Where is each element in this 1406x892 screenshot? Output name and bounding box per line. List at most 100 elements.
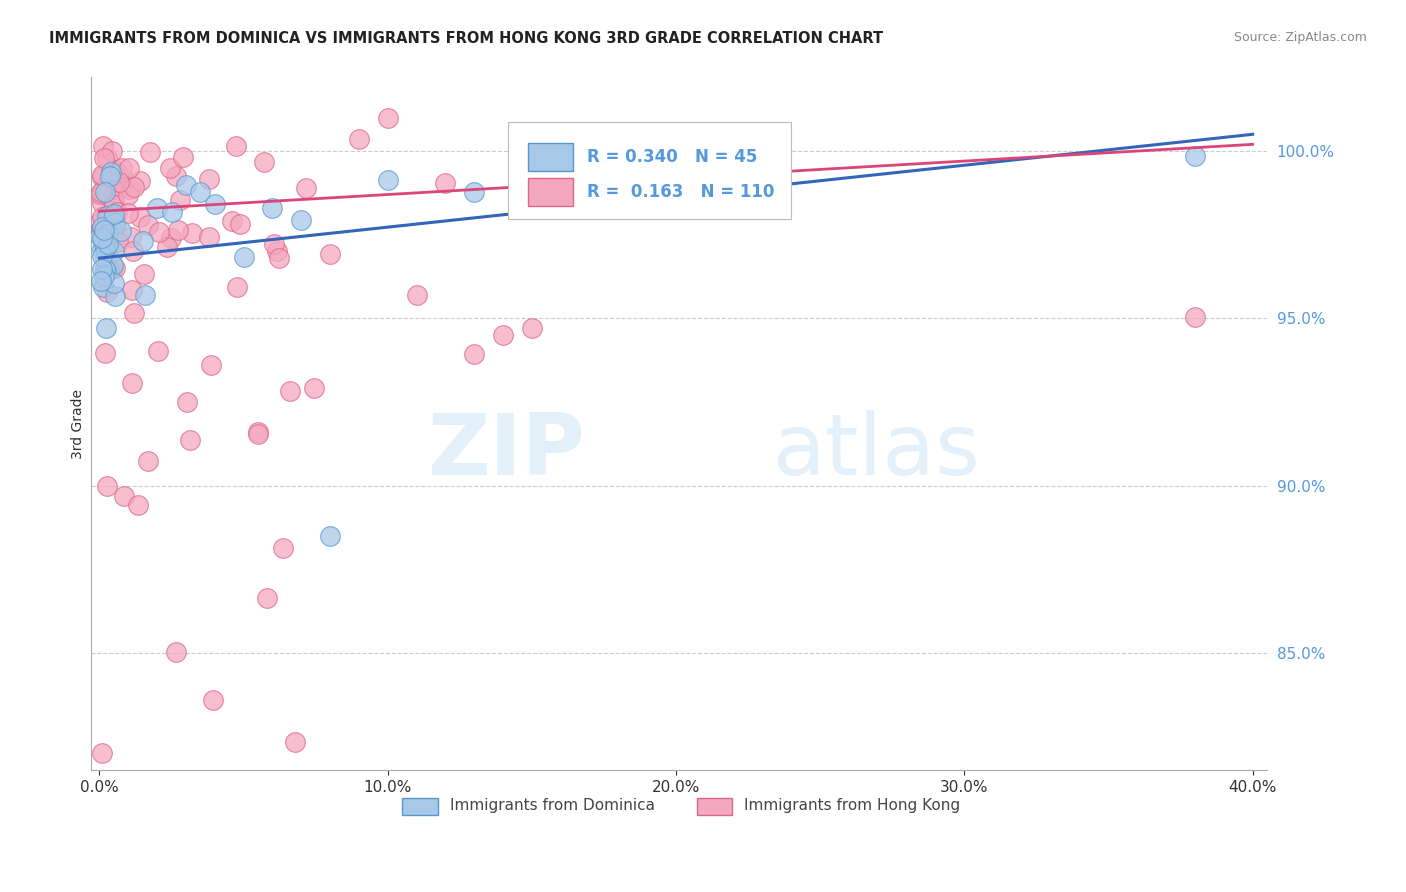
Point [97, 207, 120, 221]
Point [304, 381, 326, 395]
Point [89, 214, 111, 228]
Point [97, 263, 120, 277]
Point [107, 166, 129, 180]
Point [104, 288, 127, 302]
Point [103, 276, 125, 290]
Point [221, 214, 243, 228]
Point [105, 204, 128, 219]
Point [91, 261, 114, 276]
Point [377, 173, 399, 187]
Point [94, 261, 117, 276]
Text: R = 0.340   N = 45: R = 0.340 N = 45 [588, 148, 758, 166]
Point [266, 244, 288, 258]
Point [112, 173, 135, 187]
Point [98, 169, 121, 184]
Point [278, 384, 301, 398]
Point [136, 454, 159, 468]
Point [197, 172, 219, 186]
Point [94, 321, 117, 335]
Point [122, 306, 145, 320]
Point [117, 206, 139, 220]
Point [229, 217, 252, 231]
Point [93, 231, 115, 245]
Point [1184, 310, 1206, 325]
Point [134, 287, 156, 301]
Point [90, 220, 112, 235]
Point [284, 735, 307, 749]
Point [97, 237, 120, 252]
Point [93, 346, 115, 360]
Bar [529, 178, 574, 205]
Text: IMMIGRANTS FROM DOMINICA VS IMMIGRANTS FROM HONG KONG 3RD GRADE CORRELATION CHAR: IMMIGRANTS FROM DOMINICA VS IMMIGRANTS F… [49, 31, 883, 46]
Point [319, 247, 342, 261]
Point [101, 144, 124, 158]
Point [103, 181, 125, 195]
Point [103, 244, 125, 259]
Point [138, 145, 160, 160]
Point [118, 182, 141, 196]
Point [94, 176, 117, 190]
Point [89, 186, 111, 201]
Point [129, 174, 152, 188]
Point [405, 288, 427, 302]
Point [103, 207, 125, 221]
Point [290, 213, 312, 227]
Point [96, 209, 118, 223]
Point [103, 210, 125, 224]
Point [269, 252, 291, 266]
Point [166, 169, 188, 183]
Point [121, 376, 143, 391]
Point [256, 591, 278, 606]
Point [96, 479, 118, 493]
Point [127, 498, 149, 512]
Point [134, 267, 156, 281]
Point [103, 216, 125, 230]
Point [96, 188, 118, 202]
Point [246, 427, 269, 442]
Point [91, 231, 114, 245]
Point [181, 226, 204, 240]
Point [160, 205, 183, 219]
Point [1184, 149, 1206, 163]
Point [463, 185, 485, 199]
Point [101, 258, 124, 272]
Point [159, 231, 181, 245]
Text: ZIP: ZIP [427, 410, 585, 493]
Point [225, 280, 247, 294]
Point [96, 236, 118, 251]
Point [176, 395, 198, 409]
Point [174, 178, 197, 193]
Point [96, 223, 118, 237]
Point [120, 230, 142, 244]
Point [103, 194, 125, 208]
Point [262, 201, 284, 215]
Point [91, 746, 114, 760]
Point [319, 529, 342, 543]
Point [118, 161, 141, 176]
Point [91, 242, 114, 256]
Point [107, 176, 129, 190]
Point [93, 223, 115, 237]
Point [463, 346, 485, 360]
Point [107, 235, 129, 250]
Point [225, 138, 247, 153]
Point [97, 175, 120, 189]
Point [103, 198, 125, 212]
Point [100, 165, 122, 179]
Point [110, 224, 132, 238]
Point [172, 150, 194, 164]
Point [167, 222, 190, 236]
Point [91, 210, 114, 224]
Point [347, 132, 370, 146]
FancyBboxPatch shape [509, 122, 790, 219]
Text: Immigrants from Hong Kong: Immigrants from Hong Kong [744, 798, 960, 814]
Point [91, 169, 114, 184]
Point [131, 234, 153, 248]
Point [112, 489, 135, 503]
Point [91, 280, 114, 294]
Point [90, 186, 112, 200]
Point [198, 230, 221, 244]
Point [263, 237, 285, 252]
Point [96, 285, 118, 299]
Point [93, 251, 115, 265]
